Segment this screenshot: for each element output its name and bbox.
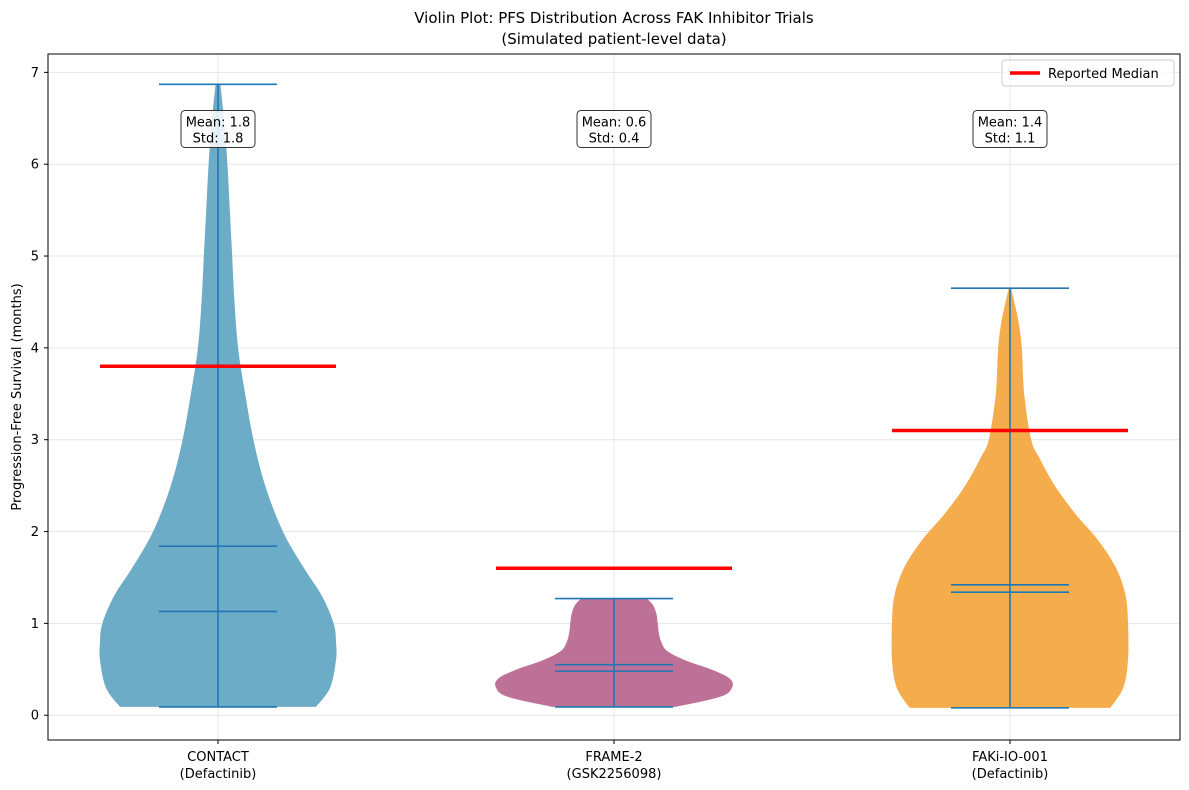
x-tick-label: (Defactinib) [972,767,1049,782]
legend-label-reported-median: Reported Median [1048,67,1159,82]
violin-layer [99,83,1129,709]
y-tick-label: 5 [31,250,39,265]
y-tick-label: 1 [31,617,39,632]
y-axis-label: Progression-Free Survival (months) [10,283,25,510]
stats-mean-text: Mean: 1.4 [978,115,1043,130]
stats-box [972,109,1048,148]
y-tick-label: 2 [31,525,39,540]
chart-subtitle: (Simulated patient-level data) [501,30,726,48]
tick-layer: 0 1 2 3 4 5 6 7 CONTACT (Defactinib) FRAME-2 (GSK22… [31,66,1049,782]
stats-std-text: Std: 1.1 [985,131,1036,146]
stats-mean-text: Mean: 0.6 [582,115,647,130]
x-tick-label: (GSK2256098) [567,767,662,782]
x-tick-label: FRAME-2 [585,750,642,765]
stats-mean-text: Mean: 1.8 [186,115,251,130]
legend: Reported Median [1001,59,1175,87]
x-tick-label: (Defactinib) [180,767,257,782]
stats-box [576,109,652,148]
chart-title: Violin Plot: PFS Distribution Across FAK… [414,9,814,27]
y-tick-label: 0 [31,709,39,724]
stats-std-text: Std: 1.8 [193,131,244,146]
legend-box [1001,59,1175,87]
stats-std-text: Std: 0.4 [589,131,640,146]
y-tick-label: 6 [31,158,39,173]
x-tick-label: FAKi-IO-001 [972,750,1048,765]
y-tick-label: 7 [31,66,39,81]
y-tick-label: 4 [31,341,39,356]
x-tick-label: CONTACT [187,750,249,765]
y-tick-label: 3 [31,433,39,448]
stats-box [180,109,256,148]
